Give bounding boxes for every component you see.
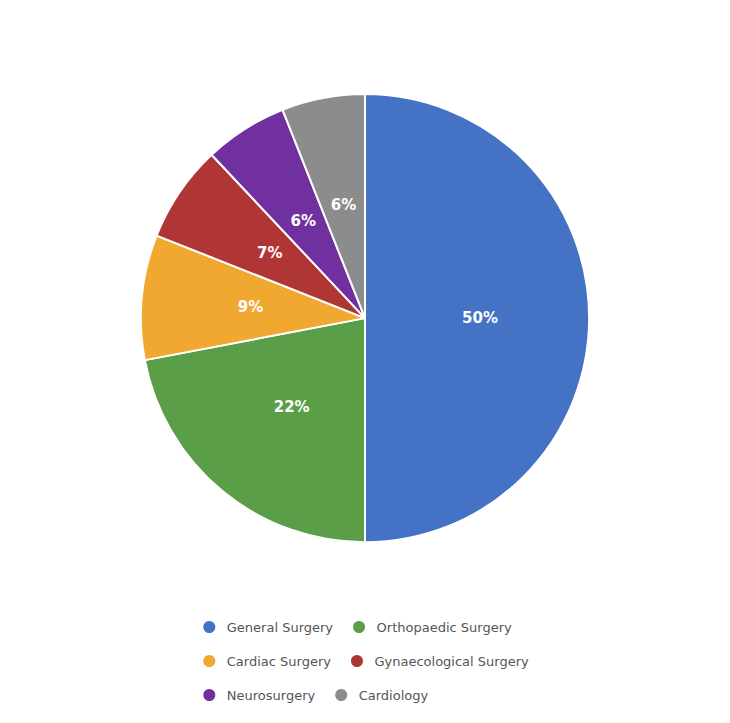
svg-text:Orthopaedic Surgery: Orthopaedic Surgery bbox=[377, 620, 512, 635]
svg-text:Gynaecological Surgery: Gynaecological Surgery bbox=[374, 654, 529, 669]
svg-text:6%: 6% bbox=[291, 212, 316, 230]
svg-text:6%: 6% bbox=[331, 196, 356, 214]
svg-text:Neurosurgery: Neurosurgery bbox=[227, 688, 316, 703]
svg-text:Cardiac Surgery: Cardiac Surgery bbox=[227, 654, 331, 669]
svg-text:General Surgery: General Surgery bbox=[227, 620, 334, 635]
svg-text:50%: 50% bbox=[462, 309, 498, 327]
svg-text:7%: 7% bbox=[257, 244, 282, 262]
svg-text:9%: 9% bbox=[238, 298, 263, 316]
svg-text:Cardiology: Cardiology bbox=[359, 688, 429, 703]
svg-text:22%: 22% bbox=[274, 398, 310, 416]
